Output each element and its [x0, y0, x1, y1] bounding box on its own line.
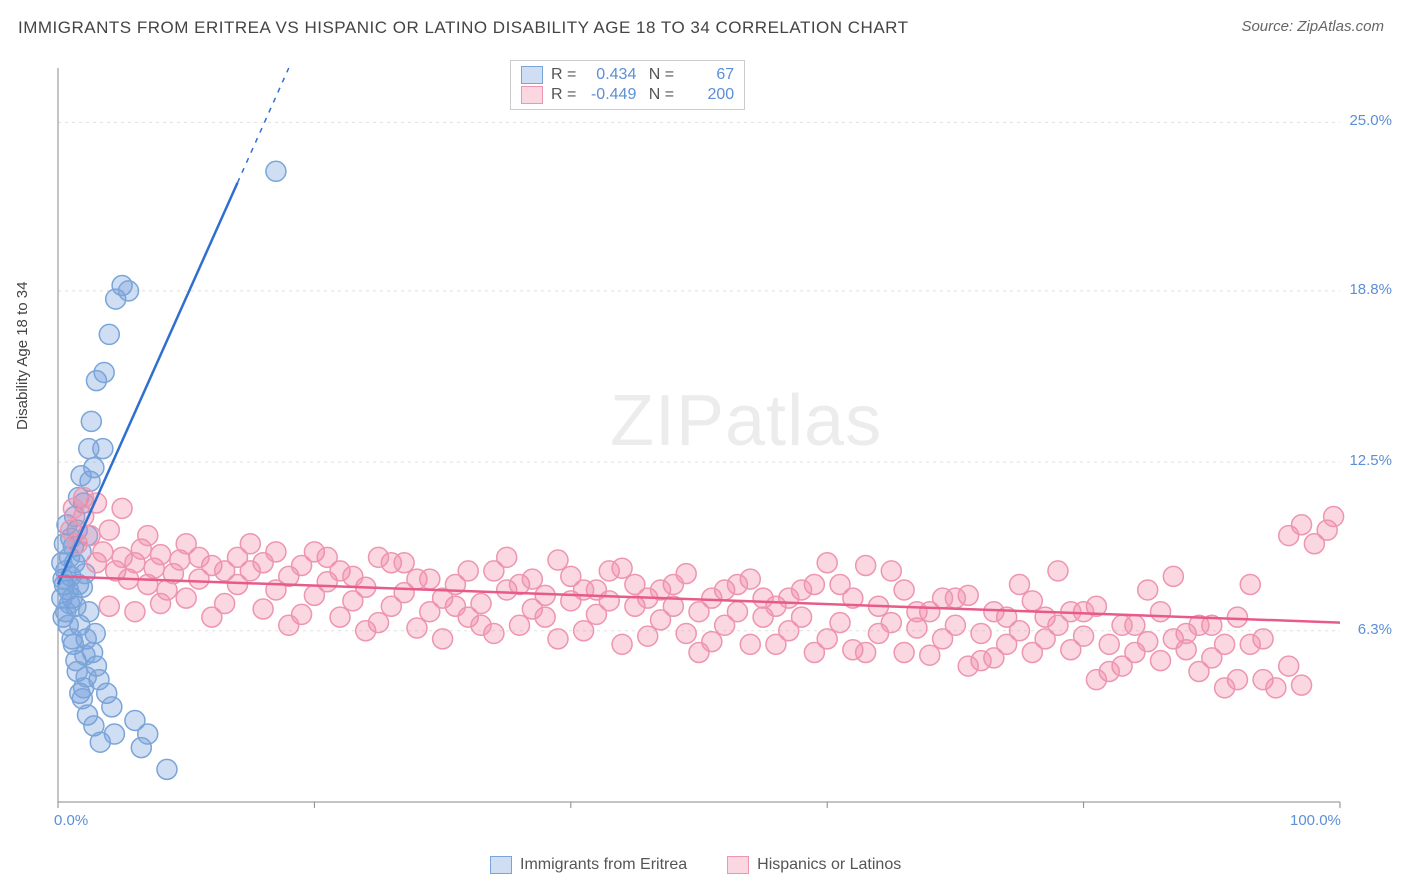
axis-tick-label: 18.8%	[1336, 281, 1392, 298]
legend-label: Immigrants from Eritrea	[520, 856, 687, 874]
axis-tick-label: 25.0%	[1336, 112, 1392, 129]
legend-n-label: N =	[644, 66, 674, 84]
scatter-plot	[50, 60, 1380, 830]
legend-r-value: 0.434	[584, 66, 636, 84]
legend-r-value: -0.449	[584, 86, 636, 104]
legend-item-series2: Hispanics or Latinos	[727, 856, 901, 874]
correlation-legend: R = 0.434 N = 67 R = -0.449 N = 200	[510, 60, 745, 110]
swatch-icon	[521, 66, 543, 84]
legend-item-series1: Immigrants from Eritrea	[490, 856, 687, 874]
series-legend: Immigrants from Eritrea Hispanics or Lat…	[490, 856, 901, 874]
axis-tick-label: 100.0%	[1290, 812, 1341, 829]
swatch-icon	[727, 856, 749, 874]
y-axis-label: Disability Age 18 to 34	[14, 282, 31, 430]
chart-title: IMMIGRANTS FROM ERITREA VS HISPANIC OR L…	[18, 18, 909, 38]
axis-tick-label: 12.5%	[1336, 452, 1392, 469]
source-attribution: Source: ZipAtlas.com	[1241, 18, 1384, 35]
legend-r-label: R =	[551, 66, 576, 84]
legend-row-series2: R = -0.449 N = 200	[521, 85, 734, 105]
swatch-icon	[521, 86, 543, 104]
legend-n-label: N =	[644, 86, 674, 104]
axis-tick-label: 0.0%	[54, 812, 88, 829]
legend-label: Hispanics or Latinos	[757, 856, 901, 874]
legend-r-label: R =	[551, 86, 576, 104]
legend-n-value: 67	[682, 66, 734, 84]
swatch-icon	[490, 856, 512, 874]
axis-tick-label: 6.3%	[1336, 621, 1392, 638]
legend-n-value: 200	[682, 86, 734, 104]
legend-row-series1: R = 0.434 N = 67	[521, 65, 734, 85]
